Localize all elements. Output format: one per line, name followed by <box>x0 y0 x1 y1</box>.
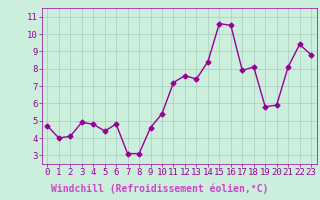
Text: Windchill (Refroidissement éolien,°C): Windchill (Refroidissement éolien,°C) <box>51 183 269 194</box>
